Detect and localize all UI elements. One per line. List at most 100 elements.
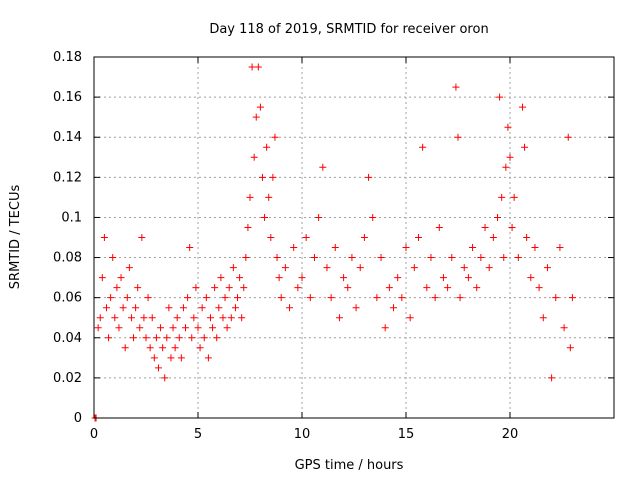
data-point xyxy=(163,334,171,342)
data-point xyxy=(111,314,119,322)
data-point xyxy=(504,123,512,131)
data-point xyxy=(159,344,167,352)
data-point xyxy=(263,143,271,151)
data-point xyxy=(261,213,269,221)
data-point xyxy=(134,284,142,292)
data-point xyxy=(431,294,439,302)
data-point xyxy=(219,314,227,322)
data-point xyxy=(117,274,125,282)
data-point xyxy=(184,294,192,302)
x-axis-label: GPS time / hours xyxy=(295,458,404,473)
x-tick-label: 10 xyxy=(294,427,311,442)
data-point xyxy=(173,314,181,322)
y-tick-label: 0.02 xyxy=(53,371,82,386)
data-point xyxy=(302,234,310,241)
data-point xyxy=(190,314,198,322)
data-point xyxy=(356,264,364,272)
data-point xyxy=(335,314,343,322)
x-tick-label: 0 xyxy=(90,427,98,442)
data-point xyxy=(140,314,148,322)
data-point xyxy=(267,234,275,241)
data-point xyxy=(327,294,335,302)
data-point xyxy=(146,344,154,352)
data-point xyxy=(246,193,254,201)
data-point xyxy=(494,213,502,221)
data-point xyxy=(265,193,273,201)
data-point xyxy=(194,324,202,332)
data-point xyxy=(373,294,381,302)
data-point xyxy=(252,113,260,121)
data-point xyxy=(244,223,252,231)
data-point xyxy=(344,284,352,292)
data-point xyxy=(543,264,551,272)
data-point xyxy=(502,163,510,171)
data-point xyxy=(105,334,113,342)
data-point xyxy=(238,314,246,322)
data-point xyxy=(568,294,576,302)
data-point xyxy=(256,103,264,111)
data-point xyxy=(527,274,535,282)
data-point xyxy=(523,234,531,241)
data-point xyxy=(227,314,235,322)
data-point xyxy=(248,63,256,71)
data-point xyxy=(414,234,422,241)
data-point xyxy=(521,143,529,151)
data-point xyxy=(240,284,248,292)
gridlines xyxy=(94,57,614,418)
data-point xyxy=(169,324,177,332)
data-point xyxy=(119,304,127,312)
data-point xyxy=(258,173,266,181)
data-point xyxy=(273,254,281,262)
data-point xyxy=(121,344,129,352)
data-point xyxy=(236,274,244,282)
data-point xyxy=(448,254,456,262)
data-point xyxy=(182,324,190,332)
data-point xyxy=(281,264,289,272)
chart-title: Day 118 of 2019, SRMTID for receiver oro… xyxy=(209,22,488,37)
data-point xyxy=(123,294,131,302)
data-point xyxy=(254,63,262,71)
data-point xyxy=(157,324,165,332)
data-point xyxy=(271,133,279,141)
data-point xyxy=(213,334,221,342)
data-point xyxy=(310,254,318,262)
data-point xyxy=(211,284,219,292)
data-point xyxy=(196,344,204,352)
data-point xyxy=(469,244,477,252)
data-point xyxy=(340,274,348,282)
data-point xyxy=(100,234,108,241)
data-point xyxy=(186,244,194,252)
data-point xyxy=(489,234,497,241)
x-tick-label: 20 xyxy=(502,427,519,442)
data-point xyxy=(107,294,115,302)
data-point xyxy=(294,284,302,292)
data-point xyxy=(381,324,389,332)
data-point xyxy=(98,274,106,282)
data-point xyxy=(204,354,212,362)
data-point xyxy=(331,244,339,252)
data-point xyxy=(548,374,556,382)
data-point xyxy=(229,264,237,272)
data-point xyxy=(96,314,104,322)
data-point xyxy=(510,193,518,201)
data-point xyxy=(473,284,481,292)
data-point xyxy=(385,284,393,292)
data-point xyxy=(277,294,285,302)
data-point xyxy=(198,304,206,312)
data-point xyxy=(138,234,146,241)
x-tick-label: 15 xyxy=(398,427,415,442)
data-point xyxy=(113,284,121,292)
axis-ticks: 0 0.02 0.04 0.06 0.08 0.1 0.12 0.14 0.16 0.18 0 5 10… xyxy=(53,50,614,442)
data-point xyxy=(410,264,418,272)
data-point xyxy=(508,223,516,231)
data-point xyxy=(223,324,231,332)
data-point xyxy=(306,294,314,302)
data-point xyxy=(171,344,179,352)
data-point xyxy=(514,254,522,262)
data-point xyxy=(369,213,377,221)
data-point xyxy=(125,264,133,272)
data-point xyxy=(102,304,110,312)
data-point xyxy=(188,334,196,342)
data-point xyxy=(152,334,160,342)
